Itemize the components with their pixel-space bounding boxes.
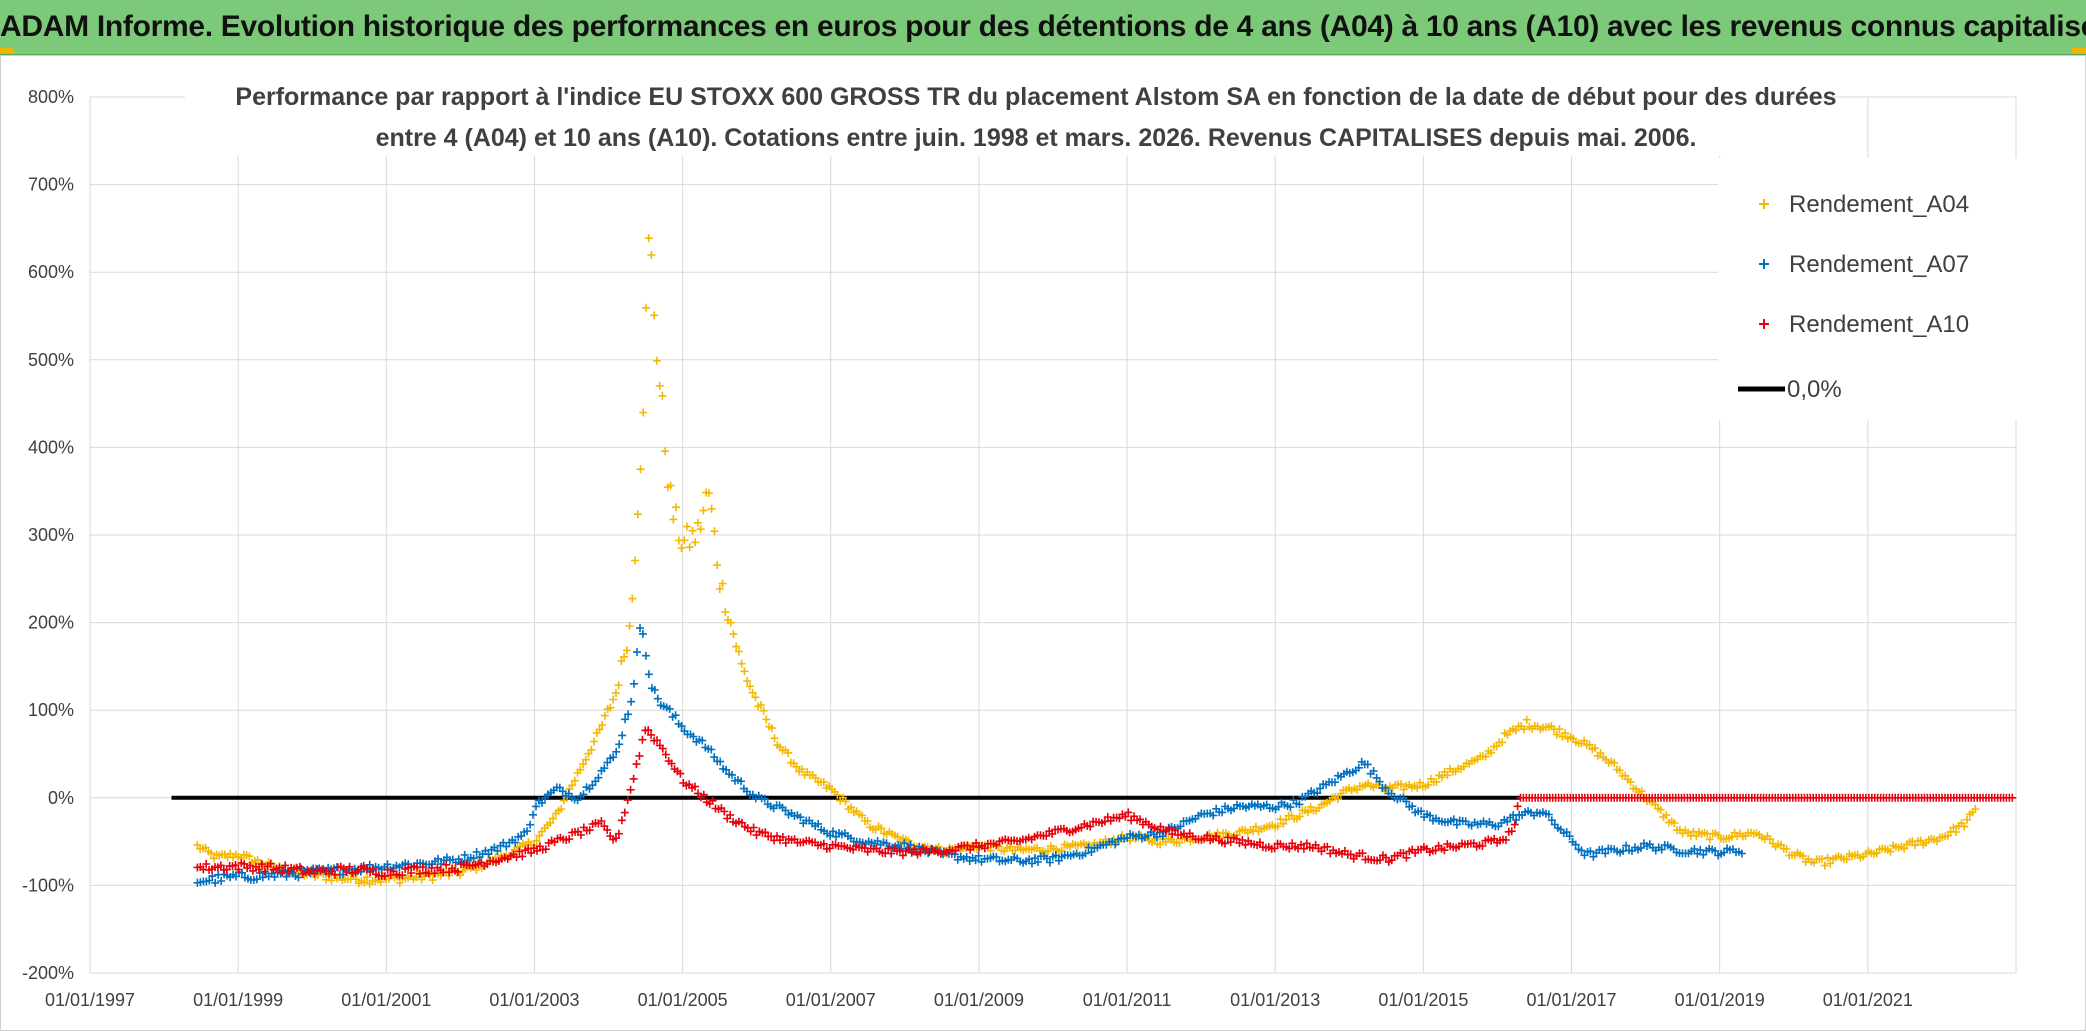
x-tick-label: 01/01/2009 [934,990,1024,1010]
x-tick-label: 01/01/2003 [489,990,579,1010]
x-tick-label: 01/01/2017 [1526,990,1616,1010]
x-tick-label: 01/01/2015 [1378,990,1468,1010]
series-Rendement_A04 [193,234,1980,888]
series-Rendement_A10 [193,726,2017,881]
legend: Rendement_A04 Rendement_A07 Rendement_A10 0… [1718,158,2018,420]
chart-subtitle-line2: entre 4 (A04) et 10 ans (A10). Cotations… [376,124,1697,152]
series-group [193,234,2017,888]
y-tick-label: 200% [28,613,74,633]
x-tick-label: 01/01/2021 [1823,990,1913,1010]
legend-marker [1759,319,1769,329]
banner-corner-left [0,48,14,54]
subtitle-background [185,82,1785,156]
legend-marker [1759,259,1769,269]
legend-label: Rendement_A10 [1789,311,1969,338]
y-tick-label: -200% [22,963,74,983]
y-tick-label: 800% [28,87,74,107]
x-tick-label: 01/01/2019 [1675,990,1765,1010]
legend-label: Rendement_A07 [1789,251,1969,278]
x-tick-label: 01/01/2013 [1230,990,1320,1010]
legend-label: Rendement_A04 [1789,191,1969,218]
x-tick-label: 01/01/2005 [638,990,728,1010]
series-markers [193,726,2017,881]
header-banner: ADAM Informe. Evolution historique des p… [0,0,2086,55]
legend-marker [1759,199,1769,209]
y-tick-label: 100% [28,700,74,720]
x-tick-label: 01/01/1999 [193,990,283,1010]
legend-background [1718,158,2018,420]
y-tick-label: 600% [28,262,74,282]
x-tick-label: 01/01/2007 [786,990,876,1010]
x-tick-label: 01/01/2001 [341,990,431,1010]
y-axis: 800% 700% 600% 500% 400% 300% 200% 100% 0% -100% -… [22,87,74,983]
series-markers [193,234,1980,888]
y-tick-label: 700% [28,175,74,195]
legend-label: 0,0% [1787,376,1842,403]
x-tick-label: 01/01/2011 [1083,990,1172,1010]
banner-corner-right [2072,48,2086,54]
y-tick-label: 500% [28,350,74,370]
x-axis: 01/01/1997 01/01/1999 01/01/2001 01/01/2003… [45,990,1913,1010]
report-title: ADAM Informe. Evolution historique des p… [0,10,2086,43]
chart-subtitle-line1: Performance par rapport à l'indice EU ST… [235,83,1836,111]
x-tick-label: 01/01/1997 [45,990,135,1010]
y-tick-label: 400% [28,437,74,457]
y-tick-label: 0% [48,788,74,808]
y-tick-label: -100% [22,875,74,895]
y-tick-label: 300% [28,525,74,545]
